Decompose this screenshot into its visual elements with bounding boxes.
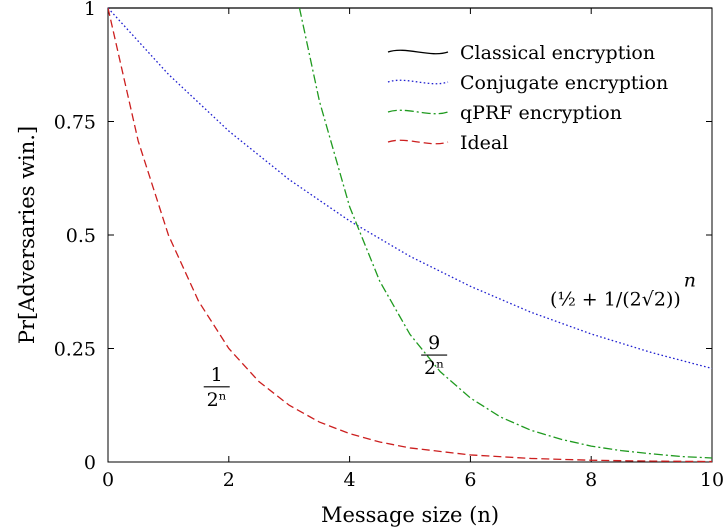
legend-label-0: Classical encryption <box>460 42 655 64</box>
series-ideal <box>108 7 712 463</box>
ideal-formula-denominator: 2ⁿ <box>207 389 227 411</box>
qprf-formula: 92ⁿ <box>421 332 448 379</box>
x-tick-label-0: 0 <box>102 469 114 491</box>
legend-label-3: Ideal <box>460 132 508 154</box>
legend-label-2: qPRF encryption <box>460 102 622 124</box>
legend-swatch-2 <box>387 109 449 115</box>
series-layer <box>108 7 712 463</box>
ideal-formula-numerator: 1 <box>211 364 223 386</box>
y-tick-label-0: 0 <box>84 452 96 474</box>
conjugate-formula: (½ + 1/(2√2))n <box>550 270 696 311</box>
legend-swatch-1 <box>387 79 449 85</box>
series-conjugate-encryption <box>108 7 712 370</box>
x-axis-label: Message size (n) <box>321 503 499 527</box>
y-tick-label-4: 1 <box>84 0 96 20</box>
ticks: 0 2 4 6 8 10 0 0.25 0.5 0.75 1 <box>54 0 724 491</box>
qprf-formula-numerator: 9 <box>428 332 440 354</box>
legend-swatch-3 <box>387 139 449 145</box>
qprf-formula-denominator: 2ⁿ <box>424 357 444 379</box>
ideal-formula: 12ⁿ <box>203 364 230 411</box>
conjugate-formula-main: (½ + 1/(2√2)) <box>550 289 681 311</box>
x-tick-label-1: 2 <box>223 469 235 491</box>
legend-label-1: Conjugate encryption <box>460 72 668 94</box>
legend: Classical encryption Conjugate encryption… <box>387 42 668 154</box>
x-tick-label-2: 4 <box>344 469 356 491</box>
x-tick-label-4: 8 <box>585 469 597 491</box>
y-tick-label-1: 0.25 <box>54 339 96 361</box>
x-tick-label-3: 6 <box>464 469 476 491</box>
series-qprf-encryption <box>298 7 712 459</box>
conjugate-formula-exponent: n <box>684 270 696 292</box>
y-tick-label-2: 0.5 <box>66 225 96 247</box>
y-tick-label-3: 0.75 <box>54 112 96 134</box>
x-tick-label-5: 10 <box>700 469 724 491</box>
y-axis-label: Pr[Adversaries win.] <box>15 126 39 344</box>
legend-swatch-0 <box>387 49 449 55</box>
